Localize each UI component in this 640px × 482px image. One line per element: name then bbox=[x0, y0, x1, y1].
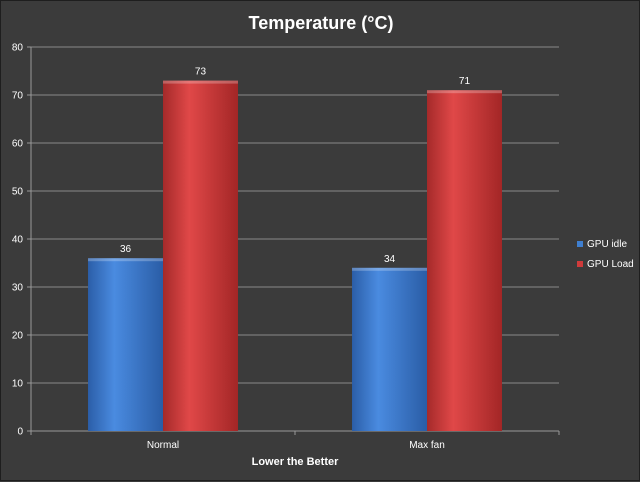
data-label: 73 bbox=[195, 67, 207, 78]
y-tick-label: 0 bbox=[17, 427, 23, 438]
legend: GPU idle GPU Load bbox=[577, 239, 634, 270]
y-tick-label: 10 bbox=[12, 379, 24, 390]
bar-gpu-idle bbox=[88, 258, 163, 431]
y-tick-label: 30 bbox=[12, 283, 24, 294]
bar-gpu-load bbox=[163, 80, 238, 431]
x-axis-title: Lower the Better bbox=[252, 456, 340, 468]
y-tick-label: 20 bbox=[12, 331, 24, 342]
x-tick-label: Normal bbox=[147, 440, 179, 451]
legend-label: GPU idle bbox=[587, 239, 627, 250]
bar-highlight bbox=[427, 90, 502, 94]
y-tick-label: 80 bbox=[12, 43, 24, 54]
legend-swatch bbox=[577, 241, 583, 247]
bar-gpu-idle bbox=[352, 267, 427, 431]
x-tick-label: Max fan bbox=[409, 440, 445, 451]
bars bbox=[88, 80, 502, 431]
y-tick-label: 40 bbox=[12, 235, 24, 246]
bar-highlight bbox=[88, 258, 163, 262]
data-labels: 36 73 34 71 bbox=[120, 67, 471, 265]
bar-highlight bbox=[352, 267, 427, 271]
legend-swatch bbox=[577, 261, 583, 267]
chart-title: Temperature (°C) bbox=[249, 13, 394, 33]
y-tick-label: 60 bbox=[12, 139, 24, 150]
bar-highlight bbox=[163, 80, 238, 84]
bar-gpu-load bbox=[427, 90, 502, 431]
y-tick-label: 50 bbox=[12, 187, 24, 198]
data-label: 36 bbox=[120, 244, 132, 255]
legend-label: GPU Load bbox=[587, 259, 634, 270]
data-label: 34 bbox=[384, 254, 396, 265]
data-label: 71 bbox=[459, 76, 471, 87]
y-tick-label: 70 bbox=[12, 91, 24, 102]
